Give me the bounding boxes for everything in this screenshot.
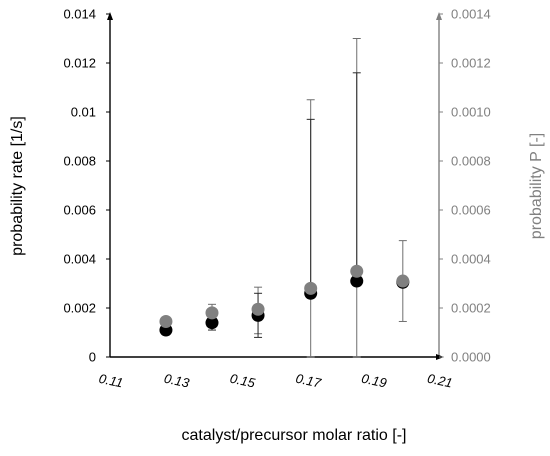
- x-tick-label: 0.21: [426, 371, 454, 391]
- y-left-axis-title: probability rate [1/s]: [9, 116, 26, 256]
- y-left-tick-label: 0.008: [63, 154, 96, 169]
- y-left-tick-label: 0.01: [71, 105, 96, 120]
- y-right-tick-label: 0.0014: [451, 7, 491, 22]
- x-tick-label: 0.19: [360, 371, 388, 391]
- x-axis-title: catalyst/precursor molar ratio [-]: [182, 427, 407, 444]
- left-series-errorbars: [207, 72, 361, 338]
- y-right-tick-label: 0.0004: [451, 252, 491, 267]
- axes-group: [107, 12, 444, 360]
- right-series-point: [350, 264, 364, 278]
- y-right-axis-title: probability P [-]: [528, 133, 545, 239]
- x-tick-label: 0.15: [229, 371, 258, 391]
- y-left-tick-label: 0.004: [63, 252, 96, 267]
- x-tick-label: 0.17: [294, 371, 323, 391]
- y-left-tick-label: 0.002: [63, 301, 96, 316]
- right-series-errorbars: [207, 38, 407, 358]
- y-left-axis-arrow: [107, 12, 113, 20]
- right-series-point: [159, 314, 173, 328]
- y-left-tick-label: 0: [89, 350, 96, 365]
- y-right-tick-label: 0.0000: [451, 350, 491, 365]
- ticks-group: 0 0.002 0.004 0.006 0.008 0.01 0.012 0.014 0.000…: [63, 7, 490, 391]
- right-series-point: [205, 306, 219, 320]
- y-right-tick-label: 0.0012: [451, 56, 491, 71]
- y-right-axis-arrow: [436, 12, 442, 20]
- y-right-tick-label: 0.0008: [451, 154, 491, 169]
- y-right-tick-label: 0.0010: [451, 105, 491, 120]
- left-series-points: [159, 274, 410, 337]
- y-right-tick-label: 0.0002: [451, 301, 491, 316]
- y-left-tick-label: 0.014: [63, 7, 96, 22]
- right-series-point: [251, 302, 265, 316]
- left-series-point: [350, 274, 364, 288]
- left-series-point: [205, 316, 219, 330]
- right-series-points: [159, 264, 410, 328]
- y-left-tick-label: 0.006: [63, 203, 96, 218]
- x-tick-label: 0.11: [97, 371, 124, 391]
- x-tick-label: 0.13: [163, 371, 192, 391]
- y-right-tick-label: 0.0006: [451, 203, 491, 218]
- y-left-tick-label: 0.012: [63, 56, 96, 71]
- right-series-point: [396, 274, 410, 288]
- right-series-point: [304, 281, 318, 295]
